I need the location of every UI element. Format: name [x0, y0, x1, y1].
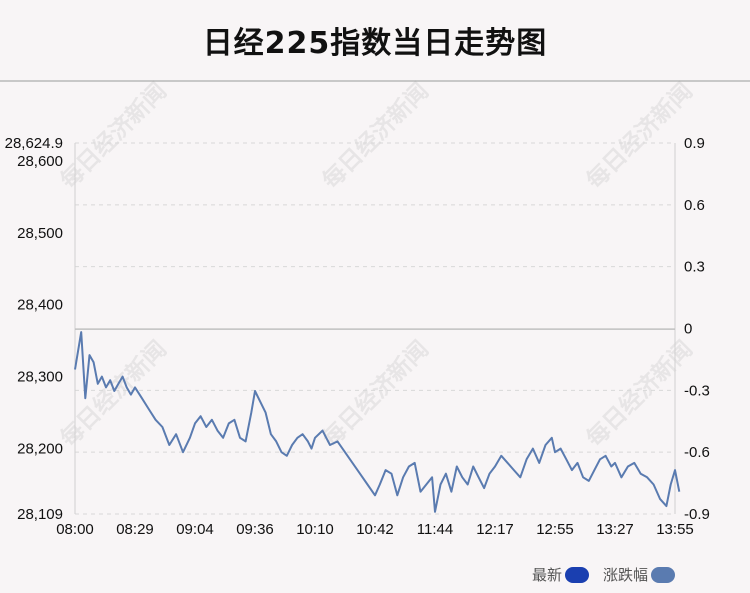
right-tick-label: -0.9 [684, 506, 710, 523]
x-tick-label: 08:29 [116, 521, 154, 538]
legend-label-latest: 最新 [532, 566, 563, 584]
x-tick-label: 13:27 [596, 521, 634, 538]
series-layer [74, 331, 681, 513]
left-tick-label: 28,300 [17, 369, 63, 386]
legend: 最新 涨跌幅 [532, 564, 689, 585]
right-tick-label: -0.6 [684, 444, 710, 461]
watermark-text: 每日经济新闻 [317, 336, 434, 453]
legend-swatch-latest [565, 566, 590, 583]
watermark-text: 每日经济新闻 [55, 336, 172, 453]
right-tick-label: 0 [684, 321, 692, 338]
left-tick-label: 28,200 [17, 441, 63, 458]
watermark-text: 每日经济新闻 [581, 336, 698, 453]
x-axis-ticks: 08:00 08:29 09:04 09:36 10:10 10:42 11:44 12:17… [56, 521, 694, 538]
right-tick-label: -0.3 [684, 382, 710, 399]
right-tick-label: 0.9 [684, 135, 705, 152]
left-tick-label: 28,109 [17, 506, 63, 523]
x-tick-label: 10:42 [356, 521, 394, 538]
x-tick-label: 12:55 [536, 521, 574, 538]
left-tick-label: 28,400 [17, 297, 63, 314]
x-tick-label: 11:44 [417, 521, 453, 538]
series-line [74, 331, 681, 513]
title-divider [0, 80, 750, 82]
left-axis-ticks: 28,624.928,600 28,500 28,400 28,300 28,200 28… [5, 135, 63, 523]
left-tick-label: 28,600 [17, 153, 63, 170]
legend-item-change-pct[interactable]: 涨跌幅 [603, 564, 676, 585]
left-tick-label: 28,500 [17, 225, 63, 242]
x-tick-label: 13:55 [656, 521, 694, 538]
x-tick-label: 12:17 [476, 521, 514, 538]
axes [74, 143, 676, 514]
x-tick-label: 09:36 [236, 521, 274, 538]
x-tick-label: 10:10 [296, 521, 334, 538]
watermark-text: 每日经济新闻 [55, 78, 172, 195]
right-tick-label: 0.3 [684, 259, 705, 276]
watermark-text: 每日经济新闻 [317, 78, 434, 195]
legend-label-change-pct: 涨跌幅 [603, 566, 649, 584]
x-tick-label: 08:00 [56, 521, 94, 538]
watermark-text: 每日经济新闻 [581, 78, 698, 195]
chart-title: 日经225指数当日走势图 [202, 26, 548, 61]
legend-swatch-change-pct [651, 566, 676, 583]
right-axis-ticks: 0.9 0.6 0.3 0 -0.3 -0.6 -0.9 [684, 135, 710, 523]
legend-item-latest[interactable]: 最新 [532, 564, 590, 585]
x-tick-label: 09:04 [176, 521, 214, 538]
right-tick-label: 0.6 [684, 197, 705, 214]
grid-lines [75, 142, 675, 515]
left-tick-label: 28,624.9 [5, 135, 63, 152]
